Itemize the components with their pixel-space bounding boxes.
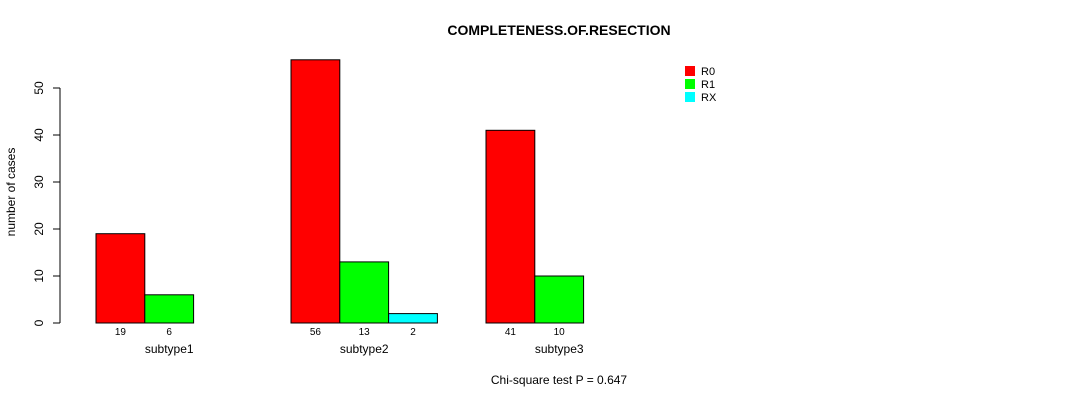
y-tick-label-40: 40	[32, 128, 46, 142]
legend-label-RX: RX	[701, 92, 717, 104]
value-label-subtype1-R1: 6	[166, 327, 172, 338]
legend-swatch-R1	[685, 79, 695, 89]
value-label-subtype2-R1: 13	[359, 327, 371, 338]
y-tick-label-0: 0	[32, 319, 46, 326]
bar-subtype1-R1	[144, 294, 195, 324]
legend-label-R0: R0	[701, 66, 715, 78]
y-axis: 0 10 20 30 40 50	[32, 81, 61, 326]
value-label-subtype2-R0: 56	[310, 327, 322, 338]
category-label-subtype3: subtype3	[535, 342, 584, 356]
chi-square-annotation: Chi-square test P = 0.647	[491, 373, 628, 387]
category-label-subtype2: subtype2	[340, 342, 389, 356]
bars	[95, 59, 585, 324]
bar-subtype1-R0	[95, 233, 146, 324]
y-tick-label-10: 10	[32, 269, 46, 283]
value-label-subtype3-R1: 10	[554, 327, 566, 338]
legend-label-R1: R1	[701, 79, 715, 91]
y-tick-label-20: 20	[32, 222, 46, 236]
y-tick-label-50: 50	[32, 81, 46, 95]
bar-subtype2-RX	[388, 313, 438, 324]
legend-swatch-R0	[685, 66, 695, 76]
value-label-subtype2-RX: 2	[410, 327, 416, 338]
y-axis-label: number of cases	[4, 148, 18, 237]
value-labels: 19 6 56 13 2 41 10	[115, 327, 565, 338]
legend-swatch-RX	[685, 92, 695, 102]
y-tick-label-30: 30	[32, 175, 46, 189]
category-label-subtype1: subtype1	[145, 342, 194, 356]
bar-subtype2-R1	[339, 261, 390, 324]
value-label-subtype3-R0: 41	[505, 327, 517, 338]
chart-title: COMPLETENESS.OF.RESECTION	[447, 22, 670, 38]
bar-subtype3-R1	[534, 275, 585, 324]
category-labels: subtype1 subtype2 subtype3	[145, 342, 584, 356]
bar-subtype2-R0	[290, 59, 341, 324]
value-label-subtype1-R0: 19	[115, 327, 127, 338]
bar-subtype3-R0	[485, 129, 536, 324]
